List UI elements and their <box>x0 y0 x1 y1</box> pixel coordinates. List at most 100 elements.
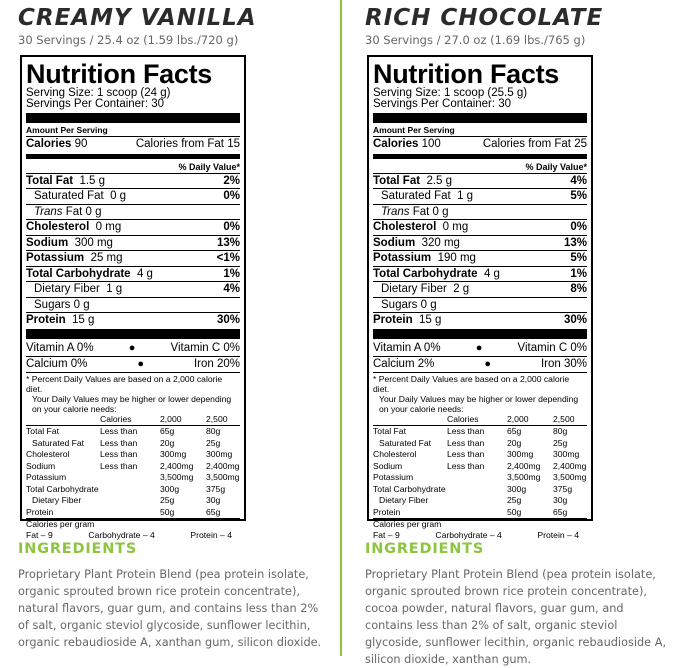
table-cell: Less than <box>447 437 485 448</box>
column-divider <box>340 0 342 656</box>
table-cell: Dietary Fiber <box>379 495 429 505</box>
table-cell: Potassium <box>373 472 414 482</box>
table-cell: 375g <box>206 483 226 494</box>
table-row: Dietary Fiber 25g 30g <box>373 495 587 507</box>
calories-per-gram-row: Fat – 9 Carbohydrate – 4 Protein – 4 <box>373 530 587 541</box>
table-cell <box>100 472 160 484</box>
nutrition-facts-title: Nutrition Facts <box>373 59 560 89</box>
nutrition-facts-panel: Nutrition Facts Serving Size: 1 scoop (2… <box>20 55 246 540</box>
table-cell: 375g <box>553 483 573 494</box>
table-row: Saturated Fat Less than 20g 25g <box>373 438 587 450</box>
amount-per-serving: Amount Per Serving <box>26 125 108 135</box>
table-cell: 3,500mg <box>160 472 194 482</box>
nutrient-row-protein: Protein 15 g 30% <box>373 312 587 326</box>
table-cell: 80g <box>206 426 221 436</box>
thick-rule <box>373 113 587 123</box>
medium-rule <box>26 153 240 159</box>
table-cell <box>373 413 447 426</box>
table-cell: 20g <box>160 437 175 448</box>
table-cell: 65g <box>160 426 175 436</box>
table-cell: Total Fat <box>26 426 59 436</box>
table-cell: 2,000 <box>160 413 206 426</box>
table-cell: 65g <box>206 506 221 517</box>
table-cell: Protein <box>373 506 401 517</box>
nutrition-facts-title: Nutrition Facts <box>26 59 213 89</box>
nutrient-row-potassium: Potassium 190 mg 5% <box>373 250 587 264</box>
servings-line: 30 Servings / 27.0 oz (1.69 lbs./765 g) <box>365 33 586 47</box>
calories-from-fat: Calories from Fat 25 <box>482 138 587 150</box>
table-cell: Less than <box>447 449 485 459</box>
calories-per-gram-value: Protein – 4 <box>537 530 579 540</box>
flavor-title: RICH CHOCOLATE <box>365 5 604 31</box>
table-cell: Total Carbohydrate <box>26 483 99 494</box>
table-row: Dietary Fiber 25g 30g <box>26 495 240 507</box>
table-row: Protein 50g 65g <box>373 507 587 519</box>
nutrition-facts-panel: Nutrition Facts Serving Size: 1 scoop (2… <box>367 55 593 540</box>
nutrient-row-sugars: Sugars 0 g <box>373 296 587 313</box>
table-row: Potassium 3,500mg 3,500mg <box>26 472 240 484</box>
medium-rule <box>373 153 587 159</box>
table-cell: 30g <box>553 495 568 505</box>
table-cell: 2,400mg <box>160 460 194 471</box>
table-cell: 2,500 <box>553 413 587 426</box>
table-cell: Saturated Fat <box>379 437 432 448</box>
table-row: Total Carbohydrate 300g 375g <box>373 484 587 496</box>
calories-row: Calories 100 Calories from Fat 25 <box>373 136 587 152</box>
table-cell: 300mg <box>206 449 233 459</box>
table-cell: Dietary Fiber <box>32 495 82 505</box>
table-cell: Saturated Fat <box>32 437 85 448</box>
calories-row: Calories 90 Calories from Fat 15 <box>26 136 240 152</box>
table-row: Total Fat Less than 65g 80g <box>26 426 240 438</box>
calories-label: Calories <box>26 138 72 150</box>
table-cell: 25g <box>507 495 522 505</box>
table-cell: 3,500mg <box>206 472 240 482</box>
table-cell: 30g <box>206 495 221 505</box>
table-cell: Sodium <box>373 460 403 471</box>
table-cell <box>447 507 507 519</box>
table-cell: Less than <box>100 449 138 459</box>
daily-value-header: % Daily Value* <box>178 161 240 172</box>
table-cell: 50g <box>160 506 175 517</box>
nutrient-row-potassium: Potassium 25 mg <1% <box>26 250 240 264</box>
nutrient-row-sodium: Sodium 300 mg 13% <box>26 234 240 249</box>
nutrient-row-cholesterol: Cholesterol 0 mg 0% <box>373 219 587 233</box>
table-cell: 3,500mg <box>507 472 541 482</box>
table-cell: 300mg <box>160 449 187 459</box>
table-cell: Calories <box>100 413 160 426</box>
product-column-chocolate: RICH CHOCOLATE 30 Servings / 27.0 oz (1.… <box>365 0 673 666</box>
table-cell: Less than <box>100 460 138 471</box>
calories-per-gram-label: Calories per gram <box>373 518 587 530</box>
calories-per-gram-label: Calories per gram <box>26 518 240 530</box>
nutrient-row-trans-fat: Trans Fat 0 g <box>26 203 240 220</box>
nutrient-row-trans-fat: Trans Fat 0 g <box>373 203 587 220</box>
table-cell <box>447 472 507 484</box>
table-cell <box>26 413 100 426</box>
footnote: * Percent Daily Values are based on a 2,… <box>26 371 240 519</box>
table-row: Sodium Less than 2,400mg 2,400mg <box>26 461 240 473</box>
serving-size: Serving Size: 1 scoop (24 g) <box>26 87 171 99</box>
nutrient-row-saturated-fat: Saturated Fat 1 g 5% <box>373 188 587 204</box>
flavor-title: CREAMY VANILLA <box>18 5 257 31</box>
footnote: * Percent Daily Values are based on a 2,… <box>373 371 587 519</box>
vitamin-row: Calcium 2% ● Iron 30% <box>373 355 587 370</box>
vitamin-row: Vitamin A 0% ● Vitamin C 0% <box>373 341 587 354</box>
nutrient-row-total-fat: Total Fat 1.5 g 2% <box>26 172 240 187</box>
table-cell: Less than <box>447 460 485 471</box>
table-cell: Total Fat <box>373 426 406 436</box>
ingredients-title: INGREDIENTS <box>18 541 138 557</box>
table-cell: 65g <box>553 506 568 517</box>
table-cell <box>447 495 507 507</box>
table-row: Protein 50g 65g <box>26 507 240 519</box>
table-cell: 2,500 <box>206 413 240 426</box>
table-cell: 2,400mg <box>206 460 240 471</box>
table-row: Cholesterol Less than 300mg 300mg <box>373 449 587 461</box>
product-column-vanilla: CREAMY VANILLA 30 Servings / 25.4 oz (1.… <box>18 0 338 656</box>
daily-value-header: % Daily Value* <box>525 161 587 172</box>
table-cell: Calories <box>447 413 507 426</box>
table-cell: 3,500mg <box>553 472 587 482</box>
calories-per-gram-value: Fat – 9 <box>26 530 53 540</box>
nutrient-row-sugars: Sugars 0 g <box>26 296 240 313</box>
ingredients-title: INGREDIENTS <box>365 541 485 557</box>
table-row: Total Fat Less than 65g 80g <box>373 426 587 438</box>
table-cell: Protein <box>26 506 54 517</box>
